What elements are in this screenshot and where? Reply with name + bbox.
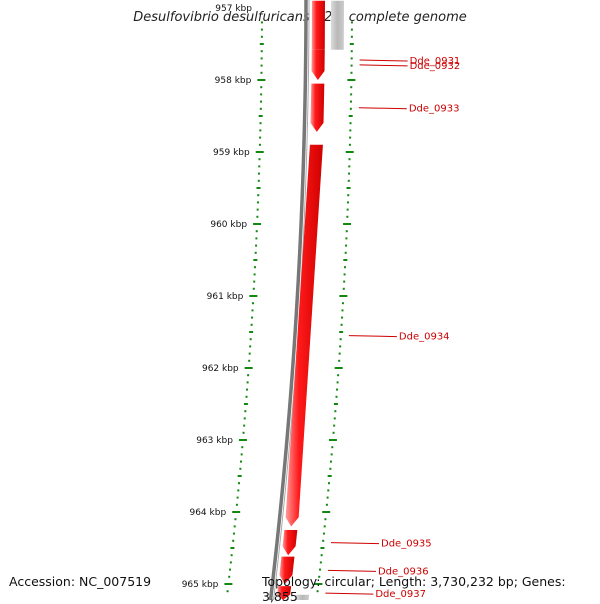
gene-arrow-dde_0935[interactable] — [282, 530, 298, 556]
gene-leader-line — [359, 59, 408, 62]
tick-label: 962 kbp — [202, 364, 239, 374]
other-strand-track — [295, 0, 344, 600]
gene-label-dde_0931[interactable]: Dde_0931 — [410, 56, 461, 67]
other-strand-block[interactable] — [330, 0, 344, 50]
inner-tick-track — [224, 21, 266, 593]
gene-leader-line — [327, 569, 376, 572]
tick-label: 959 kbp — [213, 148, 250, 158]
gene-arrow-dde_0936[interactable] — [279, 556, 295, 584]
gene-leader-line — [348, 335, 397, 338]
tick-label: 961 kbp — [207, 292, 244, 302]
backbone-line — [268, 0, 308, 600]
outer-tick-track — [314, 21, 356, 593]
tick-label: 965 kbp — [182, 580, 219, 590]
tick-label: 958 kbp — [215, 76, 252, 86]
genome-title: Desulfovibrio desulfuricans G20, complet… — [133, 10, 467, 25]
gene-arrow-dde_0933[interactable] — [310, 83, 325, 132]
gene-arrow-dde_0932[interactable] — [311, 49, 325, 80]
gene-label-dde_0935[interactable]: Dde_0935 — [381, 539, 432, 550]
gene-arrow-dde_0934[interactable] — [285, 144, 323, 527]
gene-label-dde_0936[interactable]: Dde_0936 — [378, 566, 429, 577]
gene-label-dde_0933[interactable]: Dde_0933 — [409, 104, 460, 115]
tick-label: 957 kbp — [215, 4, 252, 14]
gene-label-dde_0932[interactable]: Dde_0932 — [410, 61, 461, 72]
gene-leader-line — [358, 107, 407, 110]
gene-label-dde_0934[interactable]: Dde_0934 — [399, 332, 450, 343]
tick-label: 963 kbp — [196, 436, 233, 446]
accession-text: Accession: NC_007519 — [9, 574, 152, 589]
tick-label: 960 kbp — [210, 220, 247, 230]
gene-leader-line — [325, 592, 374, 595]
tick-labels: 957 kbp 958 kbp 959 kbp 960 kbp 961 kbp 962 k… — [182, 4, 253, 590]
gene-leader-line — [330, 542, 380, 545]
gene-leader-line — [359, 64, 408, 67]
gene-arrow-dde_0931[interactable] — [311, 0, 325, 50]
gene-arrow-dde_0937[interactable] — [277, 586, 292, 600]
gene-track — [277, 0, 325, 600]
tick-label: 964 kbp — [189, 508, 226, 518]
gene-label-dde_0937[interactable]: Dde_0937 — [375, 589, 426, 600]
other-strand-block[interactable] — [295, 594, 310, 600]
